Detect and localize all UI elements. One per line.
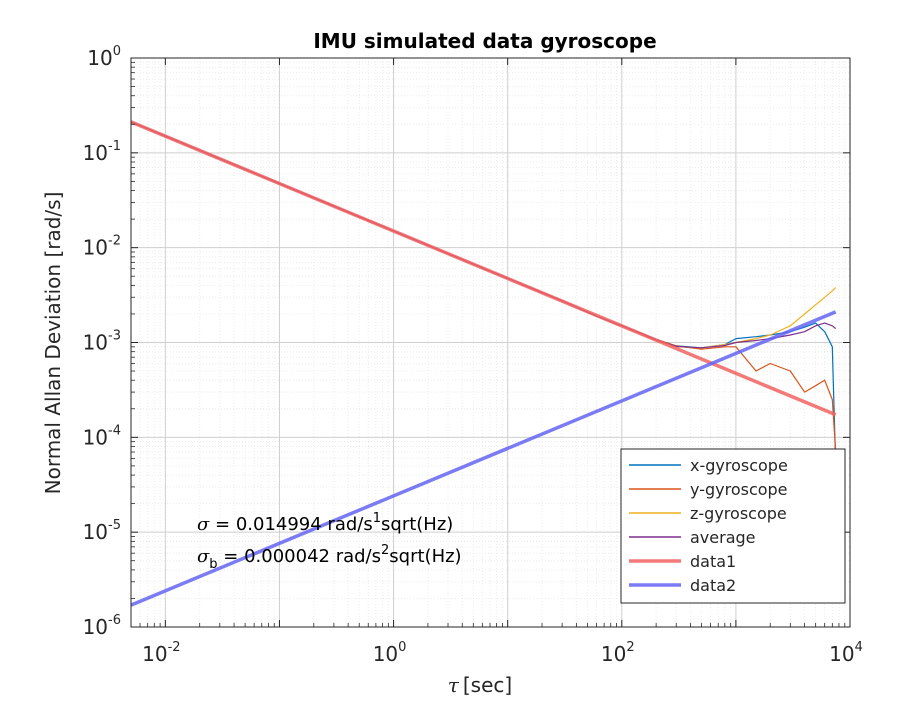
sigma-b-sup: 2: [381, 543, 389, 558]
y-tick-base: 10: [83, 425, 108, 449]
sigma-text1: = 0.014994 rad/s: [209, 514, 372, 535]
x-tick-exp: -2: [168, 640, 181, 655]
legend-label-y-gyroscope: y-gyroscope: [690, 480, 788, 499]
y-tick-base: 10: [83, 141, 108, 165]
y-tick-base: 10: [83, 615, 108, 639]
y-tick-exp: -6: [108, 613, 121, 628]
chart-title: IMU simulated data gyroscope: [313, 29, 656, 53]
x-tick-base: 10: [829, 642, 854, 666]
x-axis-label: τ [sec]: [448, 673, 512, 697]
legend-label-data1: data1: [690, 552, 736, 571]
x-tick-label: 10-2: [142, 640, 180, 666]
legend-label-data2: data2: [690, 576, 736, 595]
y-tick-base: 10: [83, 331, 108, 355]
annotations: σ = 0.014994 rad/s1sqrt(Hz) σb = 0.00004…: [197, 511, 462, 572]
x-tick-label: 100: [373, 640, 407, 666]
x-tick-exp: 4: [855, 640, 863, 655]
series-line-data1: [130, 120, 837, 417]
series-layer: [130, 120, 837, 607]
y-tick-exp: 0: [113, 44, 121, 59]
y-tick-label: 10-6: [83, 613, 121, 639]
sigma-annotation: σ = 0.014994 rad/s1sqrt(Hz): [197, 511, 453, 535]
legend-label-z-gyroscope: z-gyroscope: [690, 504, 787, 523]
y-tick-base: 10: [87, 46, 112, 70]
sigma-symbol: σ: [197, 514, 210, 535]
tick-marks: [130, 57, 851, 628]
y-tick-label: 10-3: [83, 329, 121, 355]
y-tick-base: 10: [83, 520, 108, 544]
x-tick-base: 10: [601, 642, 626, 666]
x-tick-label: 102: [601, 640, 635, 666]
y-tick-exp: -4: [108, 423, 121, 438]
series-line-data2: [130, 310, 837, 607]
sigma-b-text1: = 0.000042 rad/s: [218, 546, 381, 567]
x-tick-exp: 2: [626, 640, 634, 655]
sigma-text2: sqrt(Hz): [381, 514, 453, 535]
legend-box: [620, 448, 846, 604]
legend-label-x-gyroscope: x-gyroscope: [690, 456, 788, 475]
y-tick-label: 10-4: [83, 423, 121, 449]
x-axis-label-unit: [sec]: [463, 673, 512, 697]
y-axis-label: Normal Allan Deviation [rad/s]: [41, 192, 65, 495]
x-axis-label-symbol: τ: [448, 673, 460, 697]
sigma-b-symbol: σ: [197, 546, 210, 567]
y-tick-base: 10: [83, 236, 108, 260]
x-tick-label: 104: [829, 640, 863, 666]
y-tick-label: 100: [87, 44, 121, 70]
sigma-b-annotation: σb = 0.000042 rad/s2sqrt(Hz): [197, 543, 462, 572]
y-tick-exp: -2: [108, 234, 121, 249]
y-tick-exp: -3: [108, 329, 121, 344]
sigma-b-sub: b: [209, 557, 217, 572]
y-tick-label: 10-1: [83, 139, 121, 165]
y-tick-exp: -5: [108, 518, 121, 533]
y-tick-label: 10-2: [83, 234, 121, 260]
sigma-sup: 1: [373, 511, 381, 526]
y-tick-exp: -1: [108, 139, 121, 154]
x-tick-base: 10: [142, 642, 167, 666]
legend-label-average: average: [690, 528, 756, 547]
x-tick-exp: 0: [398, 640, 406, 655]
legend: x-gyroscope y-gyroscope z-gyroscope average…: [620, 448, 846, 604]
sigma-b-text2: sqrt(Hz): [389, 546, 461, 567]
y-tick-label: 10-5: [83, 518, 121, 544]
x-tick-base: 10: [373, 642, 398, 666]
